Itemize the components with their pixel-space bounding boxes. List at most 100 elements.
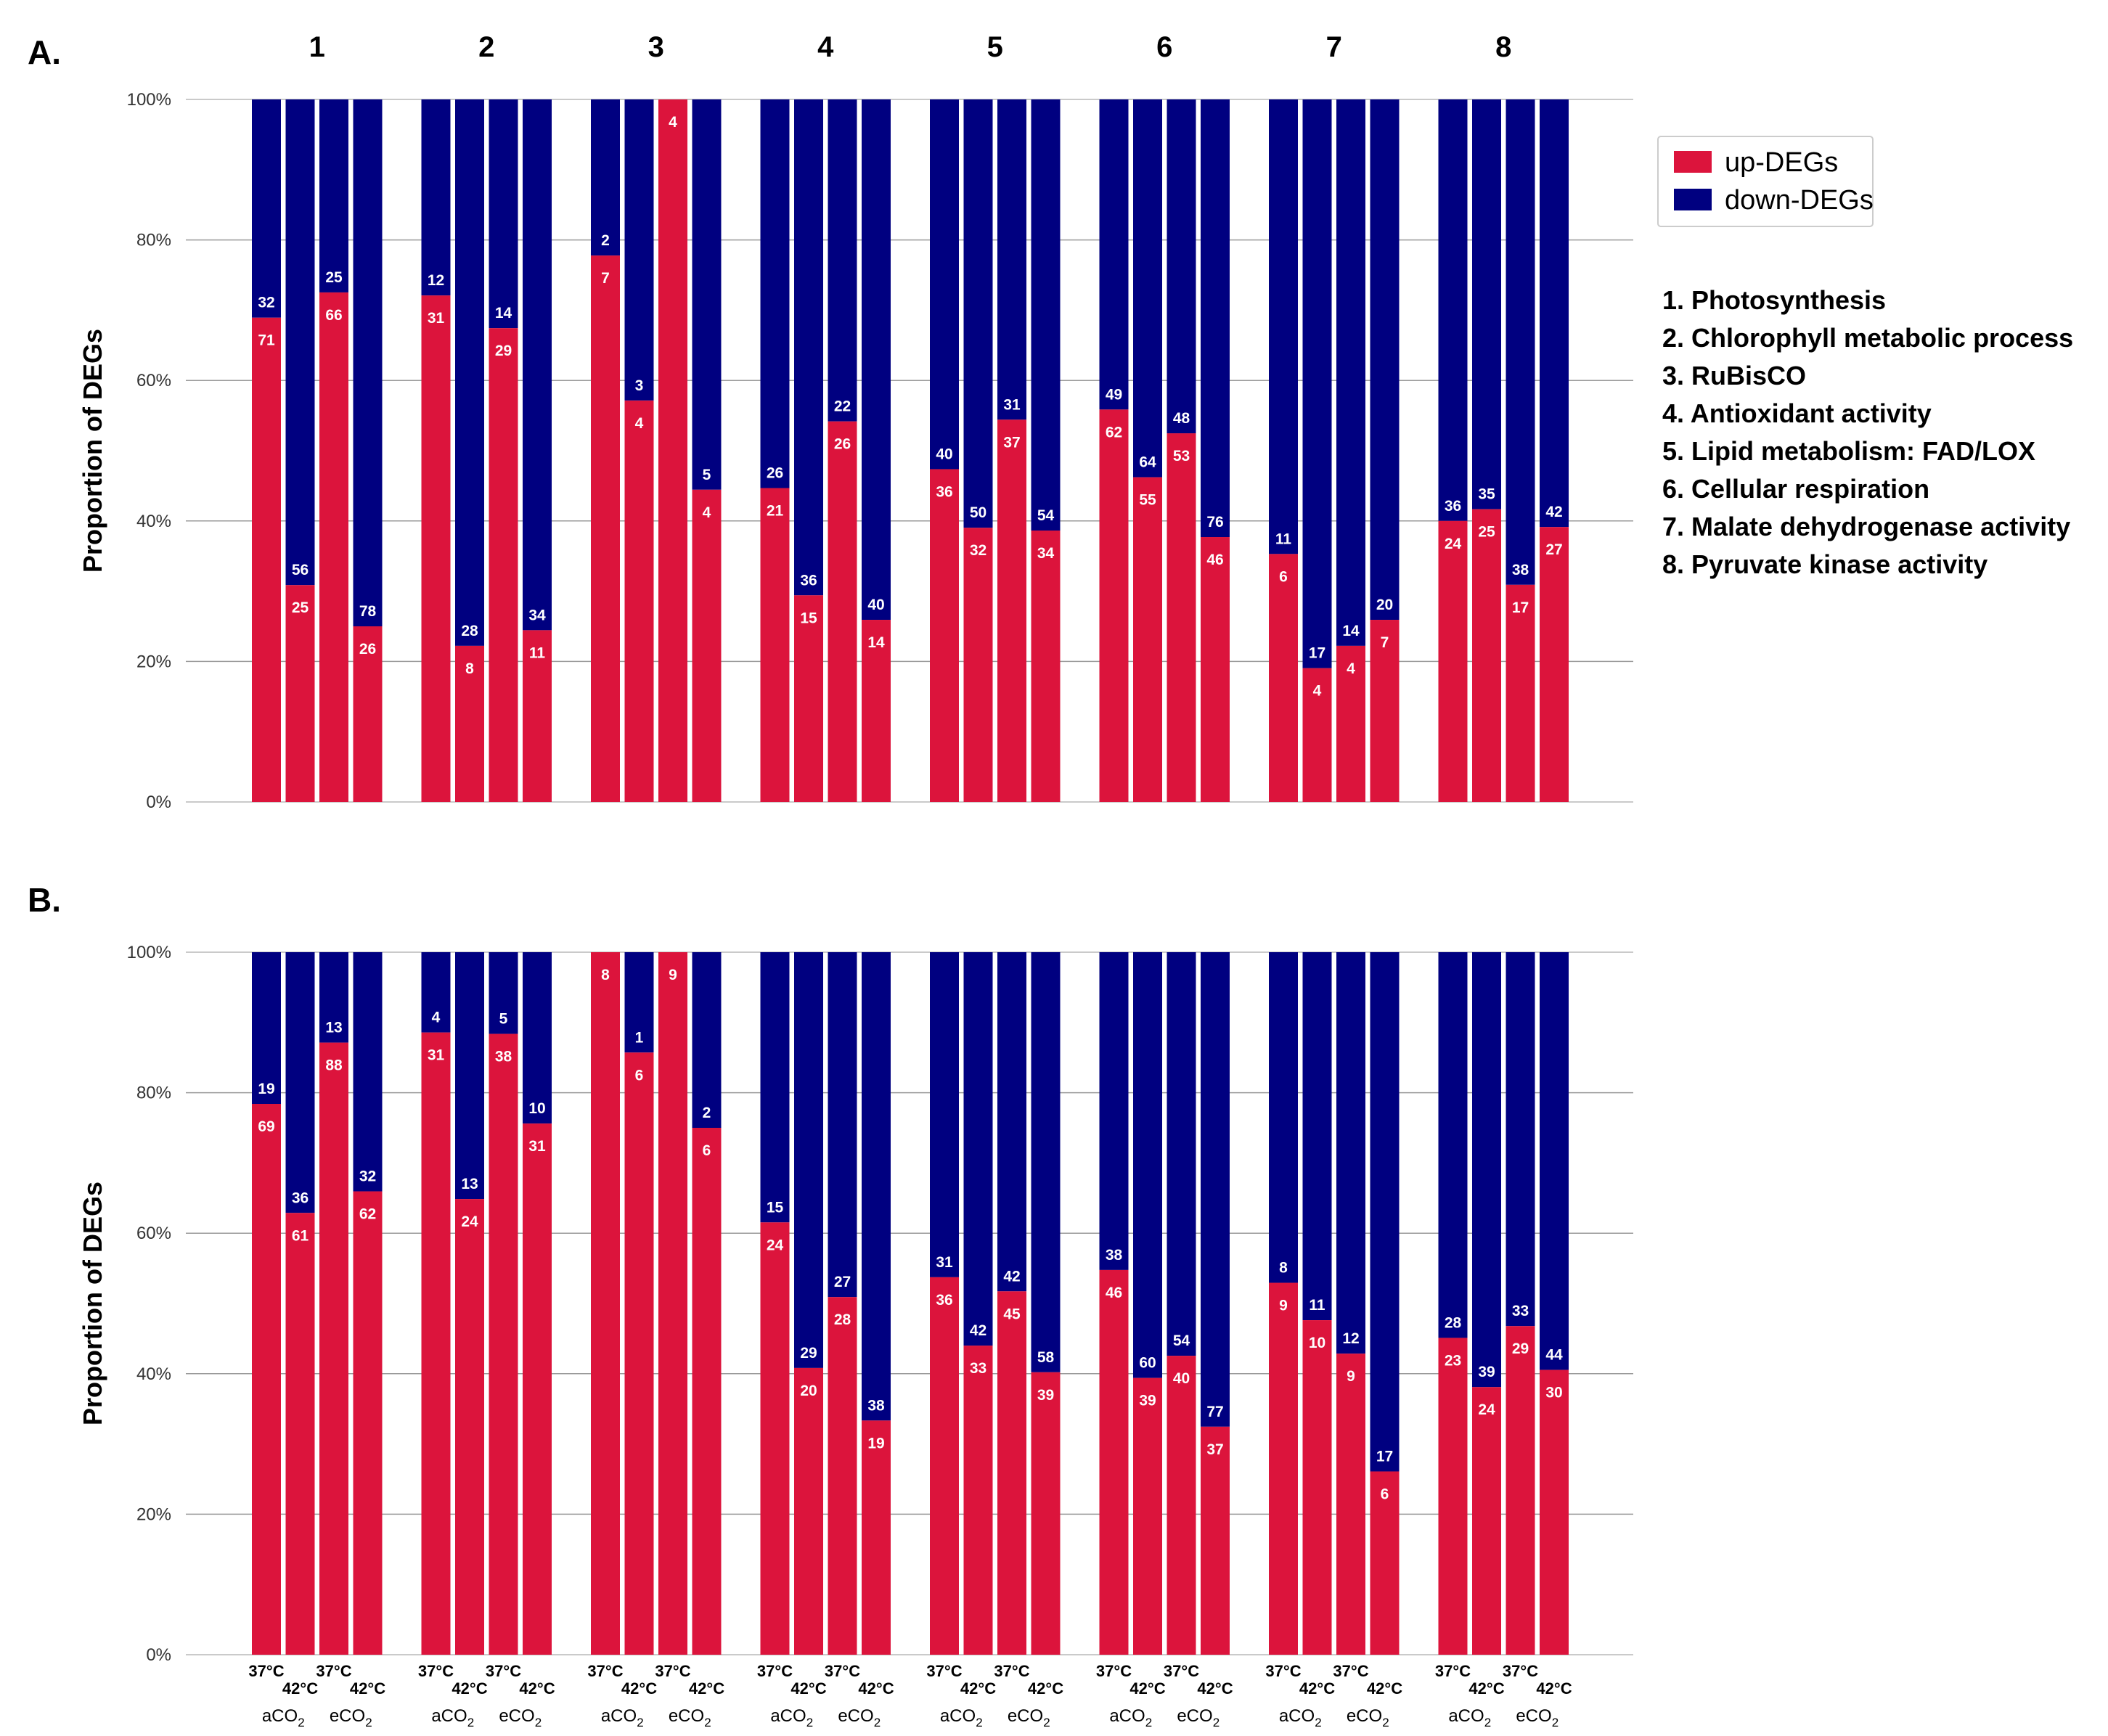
bar-up-degs	[930, 469, 959, 802]
bar-down-degs	[591, 99, 620, 256]
bar-down-degs	[624, 99, 654, 401]
bar-down-degs	[319, 952, 348, 1043]
bar-value-down-degs: 32	[359, 1168, 376, 1185]
bar-up-degs	[1540, 1369, 1569, 1655]
bar-value-up-degs: 32	[970, 542, 986, 559]
bar-down-degs	[963, 99, 993, 528]
co2-subscript: 2	[637, 1716, 643, 1729]
y-tick-label: 60%	[136, 371, 171, 390]
x-co2-label: aCO2	[601, 1706, 644, 1729]
bar-down-degs	[1133, 952, 1162, 1378]
bar-value-down-degs: 14	[495, 305, 512, 322]
bar-down-degs	[1099, 952, 1129, 1270]
y-tick-label: 60%	[136, 1224, 171, 1243]
co2-base: eCO	[330, 1706, 365, 1726]
bar-value-up-degs: 55	[1139, 492, 1156, 509]
bar-value-down-degs: 36	[292, 1190, 309, 1206]
bar-value-up-degs: 8	[465, 660, 474, 677]
x-temperature-label: 42°C	[282, 1679, 318, 1698]
bar-up-degs	[624, 1052, 654, 1655]
bar-value-down-degs: 56	[292, 562, 309, 578]
co2-base: aCO	[1448, 1706, 1484, 1726]
bar-up-degs	[963, 528, 993, 802]
co2-base: aCO	[601, 1706, 637, 1726]
legend: up-DEGs down-DEGs	[1657, 136, 1874, 227]
bar-up-degs	[1472, 509, 1501, 802]
bar-up-degs	[1506, 1326, 1535, 1655]
bar-value-down-degs: 78	[359, 603, 377, 620]
group-label: 5	[987, 31, 1003, 63]
bar-value-up-degs: 20	[800, 1383, 817, 1399]
bar-value-down-degs: 36	[800, 572, 817, 589]
x-co2-label: aCO2	[1109, 1706, 1152, 1729]
bar-value-up-degs: 11	[529, 644, 546, 661]
bar-up-degs	[1438, 520, 1468, 802]
bar-value-down-degs: 33	[1512, 1303, 1529, 1319]
bar-value-down-degs: 11	[1309, 1297, 1325, 1314]
bar-down-degs	[997, 952, 1026, 1292]
bar-down-degs	[285, 99, 315, 586]
category-key-item: 6. Cellular respiration	[1662, 474, 1929, 504]
bar-value-up-degs: 6	[635, 1067, 644, 1084]
bar-down-degs	[1438, 952, 1468, 1338]
group-label: 4	[817, 31, 834, 63]
bar-value-up-degs: 24	[1445, 536, 1462, 552]
bar-up-degs	[319, 292, 348, 802]
bar-value-down-degs: 25	[325, 269, 343, 286]
y-tick-label: 40%	[136, 512, 171, 531]
co2-base: eCO	[1177, 1706, 1212, 1726]
x-temperature-label: 37°C	[1503, 1662, 1538, 1680]
bar-value-down-degs: 4	[432, 1010, 441, 1026]
bar-down-degs	[930, 952, 959, 1277]
bar-value-down-degs: 17	[1376, 1448, 1393, 1465]
co2-base: eCO	[499, 1706, 534, 1726]
bar-down-degs	[1336, 952, 1365, 1354]
bar-value-down-degs: 14	[1342, 623, 1360, 639]
bar-up-degs	[760, 1222, 790, 1655]
co2-subscript: 2	[1382, 1716, 1389, 1729]
bar-down-degs	[997, 99, 1026, 420]
bar-value-up-degs: 9	[1347, 1368, 1355, 1385]
x-temperature-label: 37°C	[757, 1662, 793, 1680]
bar-value-down-degs: 17	[1309, 645, 1325, 662]
x-temperature-label: 42°C	[689, 1679, 724, 1698]
bar-value-down-degs: 44	[1545, 1347, 1563, 1364]
x-temperature-label: 37°C	[655, 1662, 690, 1680]
bar-value-up-degs: 31	[428, 310, 445, 327]
category-key-item: 1. Photosynthesis	[1662, 285, 1886, 315]
bar-value-down-degs: 2	[703, 1105, 711, 1121]
bar-value-up-degs: 62	[359, 1206, 376, 1223]
bar-value-down-degs: 28	[1445, 1314, 1462, 1331]
co2-subscript: 2	[535, 1716, 542, 1729]
bar-value-up-degs: 4	[669, 114, 677, 131]
y-tick-label: 20%	[136, 1504, 171, 1524]
bar-up-degs	[1506, 584, 1535, 802]
bar-up-degs	[862, 1420, 891, 1655]
bar-value-down-degs: 31	[1003, 396, 1021, 413]
x-co2-label: eCO2	[669, 1706, 711, 1729]
bar-value-up-degs: 15	[800, 610, 817, 626]
bar-down-degs	[1506, 99, 1535, 585]
x-temperature-label: 37°C	[1333, 1662, 1368, 1680]
bar-up-degs	[1167, 1356, 1196, 1655]
bar-up-degs	[1336, 1354, 1365, 1655]
bar-down-degs	[489, 99, 518, 329]
bar-value-down-degs: 3	[635, 377, 644, 394]
bar-down-degs	[1167, 99, 1196, 434]
bar-up-degs	[1099, 409, 1129, 802]
y-tick-label: 80%	[136, 1084, 171, 1103]
bar-down-degs	[523, 952, 552, 1124]
bar-value-up-degs: 6	[1279, 568, 1288, 585]
co2-subscript: 2	[874, 1716, 881, 1729]
y-axis-title: Proportion of DEGs	[78, 329, 107, 573]
bar-value-up-degs: 26	[834, 436, 851, 453]
co2-subscript: 2	[704, 1716, 711, 1729]
co2-subscript: 2	[1043, 1716, 1050, 1729]
bar-value-up-degs: 4	[1313, 683, 1322, 700]
x-co2-label: eCO2	[1177, 1706, 1220, 1729]
bar-up-degs	[523, 630, 552, 802]
bar-up-degs	[794, 1367, 823, 1655]
bar-value-down-degs: 1	[635, 1029, 644, 1046]
bar-up-degs	[760, 488, 790, 802]
